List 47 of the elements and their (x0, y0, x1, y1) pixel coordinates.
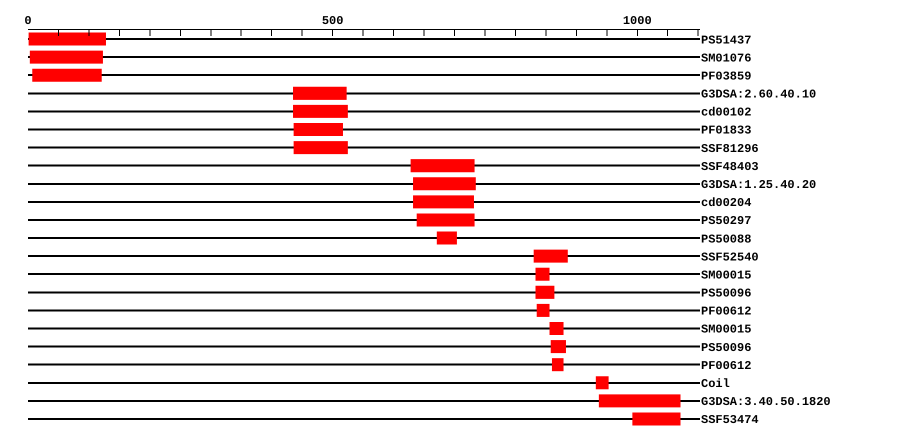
bar (413, 177, 476, 190)
y-tick-label: PF01833 (701, 124, 752, 138)
y-tick-label: PF00612 (701, 358, 752, 373)
bar (534, 250, 568, 263)
y-tick-label: PF00612 (701, 304, 752, 319)
y-tick-label: cd00204 (701, 196, 752, 210)
y-tick-label: SM00015 (701, 268, 752, 282)
bar (598, 394, 680, 408)
bar (436, 232, 457, 245)
y-tick-label: PS50297 (701, 214, 752, 228)
bar (293, 86, 347, 100)
bar (632, 412, 680, 426)
bar (293, 104, 348, 118)
y-tick-label: G3DSA:1.25.40.20 (701, 178, 816, 192)
y-tick-label: Coil (701, 376, 730, 391)
bar (536, 304, 550, 317)
y-tick-label: PF03859 (701, 69, 752, 84)
bar (410, 159, 475, 172)
bar (536, 286, 554, 299)
y-tick-label: SM01076 (701, 51, 752, 66)
bar (596, 376, 609, 390)
bar (550, 340, 566, 354)
y-tick-label: SSF81296 (701, 142, 759, 156)
x-tick-label: 0 (24, 14, 32, 28)
y-tick-label: PS50096 (701, 340, 752, 355)
bar (413, 195, 474, 208)
bar (28, 32, 106, 46)
bar (30, 50, 103, 64)
bar (294, 141, 348, 154)
bar (294, 122, 343, 136)
y-tick-label: SSF48403 (701, 160, 759, 174)
bar (550, 322, 564, 336)
y-tick-label: PS50088 (701, 232, 752, 246)
bar (32, 68, 102, 82)
y-tick-label: cd00102 (701, 106, 752, 120)
y-tick-label: SM00015 (701, 322, 752, 337)
x-tick-label: 500 (322, 14, 344, 28)
y-tick-label: G3DSA:2.60.40.10 (701, 88, 816, 102)
bar (416, 213, 475, 226)
y-tick-label: SSF52540 (701, 250, 759, 264)
y-tick-label: G3DSA:3.40.50.1820 (701, 395, 831, 410)
y-tick-label: SSF53474 (701, 413, 759, 428)
x-tick-label: 1000 (622, 14, 652, 28)
bar (536, 268, 550, 281)
y-tick-label: PS51437 (701, 33, 752, 48)
bar (552, 358, 564, 372)
y-tick-label: PS50096 (701, 286, 752, 301)
